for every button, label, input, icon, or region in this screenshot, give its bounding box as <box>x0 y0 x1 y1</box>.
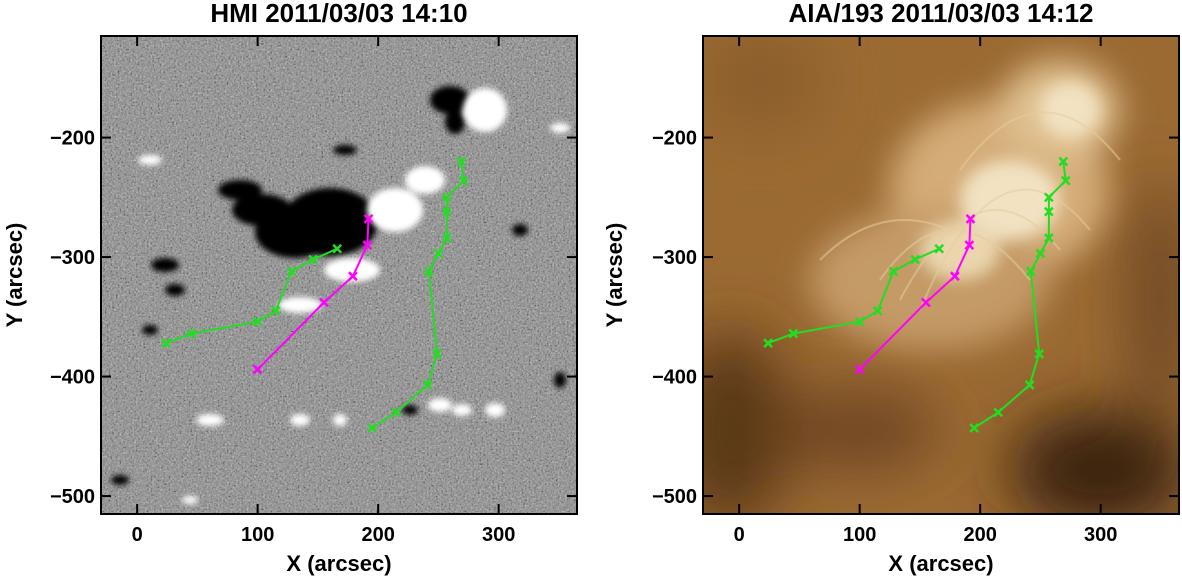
data-point-marker <box>910 254 920 265</box>
data-point-marker <box>422 380 433 390</box>
plot-frame <box>100 35 578 515</box>
data-point-marker <box>308 254 318 265</box>
data-point-marker <box>921 297 931 308</box>
data-point-marker <box>854 364 865 375</box>
data-point-marker <box>1025 266 1036 277</box>
data-point-marker <box>763 338 773 348</box>
trajectory-series <box>161 156 469 433</box>
y-tick-label: −200 <box>50 128 95 150</box>
plot-frame <box>702 35 1180 515</box>
data-point-marker <box>964 240 975 251</box>
data-point-marker <box>332 243 343 254</box>
data-point-marker <box>965 213 976 224</box>
x-tick-label: 300 <box>482 524 515 546</box>
coronal-loops <box>819 111 1121 311</box>
x-tick-label: 200 <box>963 524 996 546</box>
y-tick-label: −400 <box>652 367 697 389</box>
data-point-marker <box>423 266 434 277</box>
data-point-marker <box>934 243 945 254</box>
data-point-marker <box>286 266 297 277</box>
x-tick-label: 300 <box>1084 524 1117 546</box>
data-point-marker <box>367 423 378 433</box>
data-point-marker <box>432 348 443 359</box>
y-axis-label: Y (arcsec) <box>602 223 627 328</box>
data-point-marker <box>458 175 469 186</box>
data-point-marker <box>1043 206 1054 217</box>
negative-polarity-region <box>111 86 566 485</box>
data-point-marker <box>441 192 452 203</box>
axis-ticks: 0 100 200 300 −500 −400 −300 −200 <box>652 36 1179 546</box>
data-point-marker <box>252 316 263 327</box>
data-point-marker <box>949 271 960 282</box>
data-point-marker <box>969 423 980 433</box>
positive-polarity-region <box>138 88 570 504</box>
hmi-magnetogram-image <box>101 36 577 514</box>
aia-panel: AIA/193 2011/03/03 14:12 <box>602 0 1180 576</box>
panel-title: AIA/193 2011/03/03 14:12 <box>788 0 1093 28</box>
data-point-marker <box>1024 380 1035 390</box>
x-axis-label: X (arcsec) <box>286 551 391 576</box>
y-axis-label: Y (arcsec) <box>2 223 27 328</box>
data-point-marker <box>391 407 402 418</box>
data-point-marker <box>363 213 374 224</box>
data-point-marker <box>186 328 197 339</box>
trajectory-series <box>763 156 1071 433</box>
x-axis-label: X (arcsec) <box>888 551 993 576</box>
axis-ticks: 0 100 200 300 −500 −400 −300 −200 <box>50 36 577 546</box>
data-point-marker <box>441 233 452 243</box>
x-tick-label: 200 <box>361 524 394 546</box>
aia-193-image <box>703 36 1179 514</box>
y-tick-label: −500 <box>50 486 95 508</box>
data-point-marker <box>993 407 1004 418</box>
x-tick-label: 100 <box>843 524 876 546</box>
data-point-marker <box>319 297 329 308</box>
hmi-panel: HMI 2011/03/03 14:10 <box>2 0 578 576</box>
y-tick-label: −400 <box>50 367 95 389</box>
data-point-marker <box>1043 192 1054 203</box>
data-point-marker <box>441 206 452 217</box>
data-point-marker <box>888 266 899 277</box>
y-tick-label: −300 <box>652 247 697 269</box>
x-tick-label: 100 <box>241 524 274 546</box>
data-point-marker <box>854 316 865 327</box>
data-point-marker <box>1043 233 1054 243</box>
corona-dark-regions <box>703 36 1179 514</box>
data-point-marker <box>252 364 263 375</box>
y-tick-label: −300 <box>50 247 95 269</box>
data-point-marker <box>270 305 281 316</box>
data-point-marker <box>1035 248 1046 259</box>
panel-title: HMI 2011/03/03 14:10 <box>210 0 467 28</box>
data-point-marker <box>433 248 444 259</box>
data-point-marker <box>347 271 358 282</box>
data-point-marker <box>456 156 467 167</box>
active-region-core <box>920 82 1100 280</box>
data-point-marker <box>872 305 883 316</box>
data-point-marker <box>1060 175 1071 186</box>
x-tick-label: 0 <box>132 524 143 546</box>
x-tick-label: 0 <box>734 524 745 546</box>
y-tick-label: −500 <box>652 486 697 508</box>
data-point-marker <box>362 240 373 251</box>
data-point-marker <box>788 328 799 339</box>
data-point-marker <box>1034 348 1045 359</box>
data-point-marker <box>1058 156 1069 167</box>
y-tick-label: −200 <box>652 128 697 150</box>
data-point-marker <box>161 338 171 348</box>
